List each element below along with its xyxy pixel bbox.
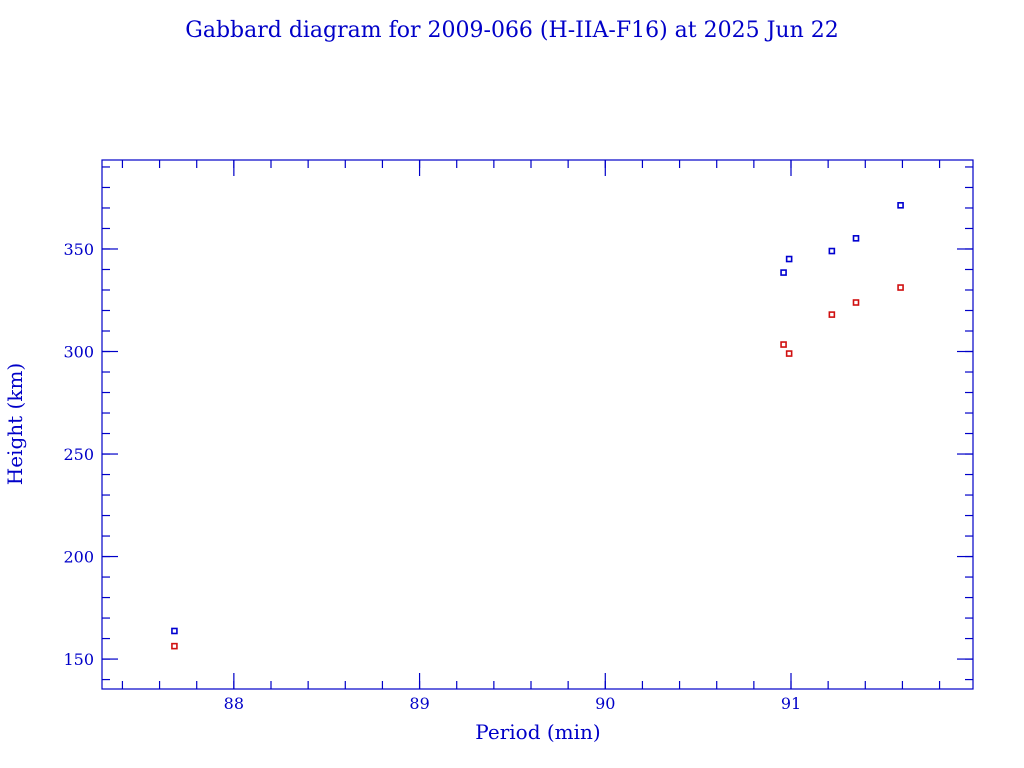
plot-frame bbox=[101, 159, 974, 690]
y-tick-label: 350 bbox=[63, 240, 94, 259]
chart-title: Gabbard diagram for 2009-066 (H-IIA-F16)… bbox=[185, 18, 839, 43]
x-tick-label: 89 bbox=[409, 694, 429, 713]
apogee-point bbox=[828, 247, 836, 255]
apogee-point bbox=[785, 255, 793, 263]
perigee-point bbox=[785, 350, 793, 357]
y-tick-label: 200 bbox=[63, 548, 94, 567]
perigee-point bbox=[828, 311, 836, 318]
x-tick-label: 90 bbox=[595, 694, 615, 713]
apogee-point bbox=[171, 627, 178, 635]
perigee-point bbox=[897, 284, 904, 291]
y-axis-label: Height (km) bbox=[3, 363, 27, 485]
perigee-point bbox=[852, 299, 860, 306]
y-tick-label: 250 bbox=[63, 445, 94, 464]
apogee-point bbox=[897, 202, 904, 209]
apogee-point bbox=[780, 269, 787, 276]
y-tick-label: 150 bbox=[63, 650, 94, 669]
apogee-point bbox=[852, 235, 860, 242]
x-tick-label: 88 bbox=[224, 694, 244, 713]
y-tick-label: 300 bbox=[63, 343, 94, 362]
x-axis-label: Period (min) bbox=[475, 720, 600, 744]
perigee-point bbox=[780, 341, 787, 348]
perigee-point bbox=[171, 642, 178, 650]
x-tick-label: 91 bbox=[781, 694, 801, 713]
